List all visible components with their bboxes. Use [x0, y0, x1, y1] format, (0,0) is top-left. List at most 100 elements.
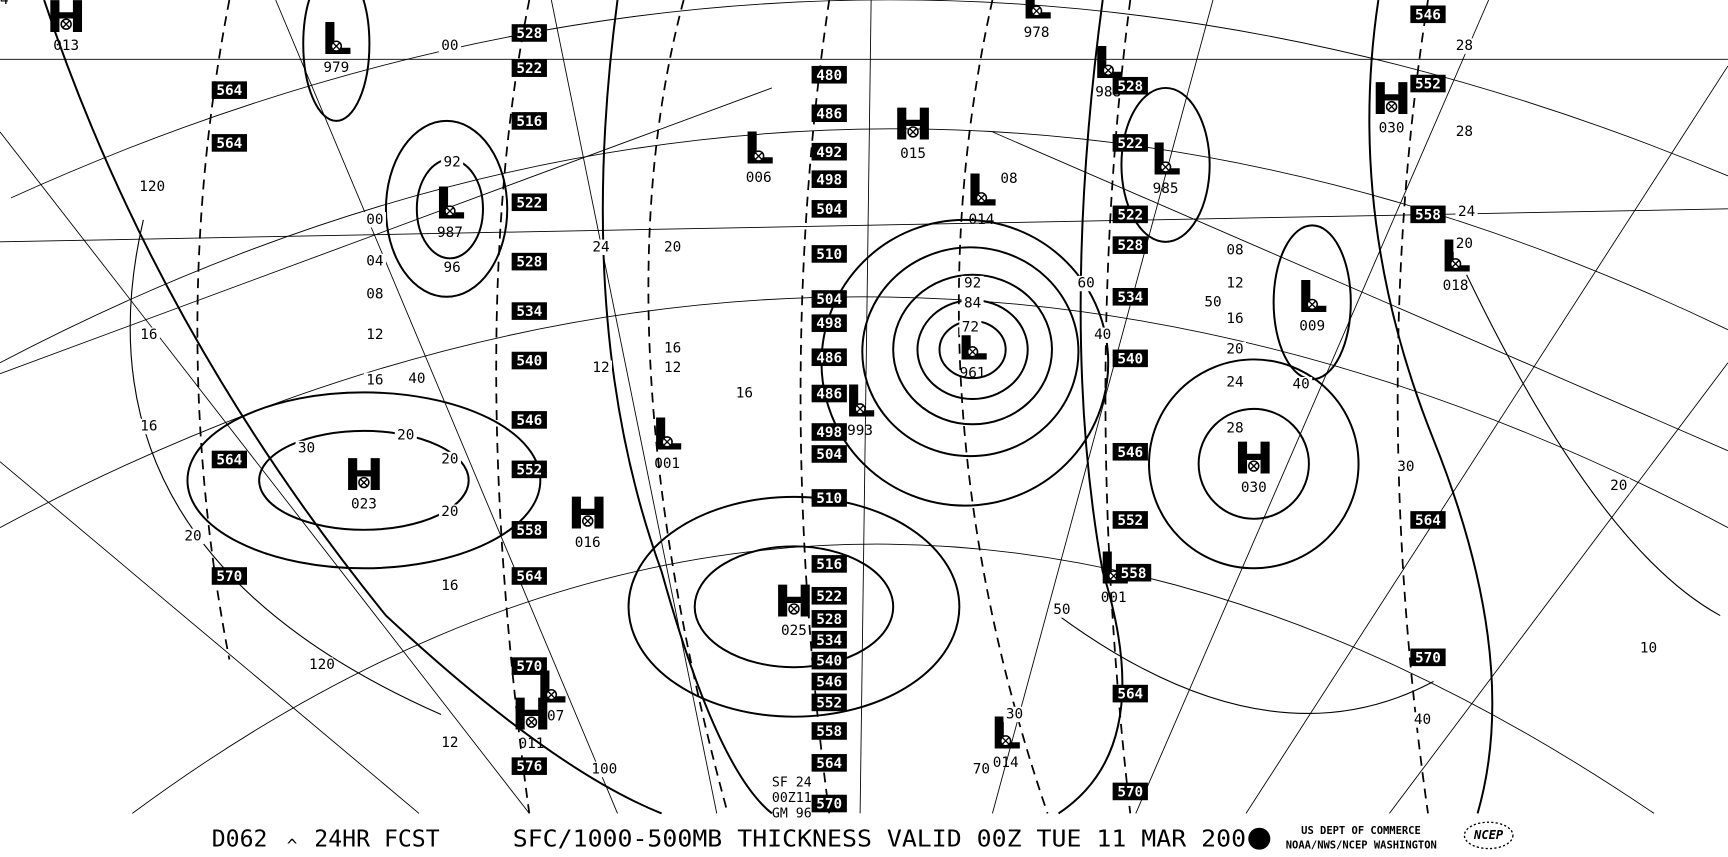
thickness-box	[811, 693, 847, 712]
center-cross	[446, 207, 454, 215]
contour-label: 08	[1226, 243, 1243, 259]
thickness-box	[811, 170, 847, 188]
thickness-box	[511, 567, 547, 585]
contour-label-bg	[997, 171, 1020, 187]
contour-label-bg	[1453, 236, 1476, 252]
contour-label: 40	[408, 371, 425, 387]
contour-label: 16	[664, 340, 681, 356]
thickness-label: 564	[216, 453, 242, 469]
thickness-label: 510	[816, 247, 842, 263]
stamp-line: SF 24	[772, 776, 812, 791]
center-letter: H	[893, 99, 934, 150]
contour-label: 16	[441, 578, 458, 594]
thickness-box	[511, 252, 547, 271]
thickness-label: 522	[816, 589, 842, 605]
thickness-label: 564	[216, 83, 242, 99]
thickness-box	[811, 142, 847, 161]
center-value: 978	[1024, 25, 1050, 41]
thickness-label: 546	[1117, 445, 1143, 461]
thickness-box	[1112, 782, 1148, 801]
contour-label-bg	[1455, 204, 1478, 220]
contour-label-bg	[441, 154, 464, 171]
center-cross	[527, 718, 536, 726]
thickness-label: 558	[816, 724, 842, 740]
contour-label: 20	[441, 451, 458, 467]
contour-label: 16	[1226, 311, 1243, 327]
thickness-box	[1112, 287, 1148, 306]
center-value: 006	[746, 170, 772, 186]
contour-label: 20	[1610, 478, 1627, 494]
contour-label-bg	[405, 371, 428, 387]
contour-label: 20	[184, 528, 201, 544]
thickness-label: 480	[816, 68, 842, 84]
contour-label: 10	[1640, 641, 1657, 657]
contour-label-bg	[593, 761, 616, 778]
thickness-label: 534	[816, 633, 842, 649]
contour-label: 20	[1456, 236, 1473, 252]
thickness-label: 498	[816, 425, 842, 441]
contour-label: 20	[664, 239, 681, 255]
thickness-box	[1112, 684, 1148, 703]
contour-label-bg	[1223, 341, 1247, 358]
contour-label: 20	[397, 427, 414, 443]
isotachs	[129, 219, 1721, 715]
center-value: 014	[993, 755, 1019, 771]
thickness-box	[811, 722, 847, 740]
center-value: 016	[575, 535, 601, 551]
footer-caret: ^	[287, 836, 298, 853]
contour-label: 00	[441, 38, 458, 54]
center-cross	[1308, 300, 1316, 309]
thickness-box	[511, 411, 547, 429]
contour-label-bg	[1075, 275, 1098, 292]
thickness-box	[1410, 511, 1446, 529]
thickness-box	[511, 193, 547, 212]
contour-label: 72	[962, 320, 979, 336]
contour-label-bg	[438, 578, 461, 594]
stamp-line: 00Z11	[772, 791, 812, 806]
thickness-label: 558	[1415, 207, 1441, 223]
thickness-label: 522	[516, 61, 542, 77]
thickness-box	[511, 657, 547, 675]
center-cross	[360, 478, 368, 487]
center-value: 979	[323, 60, 349, 76]
thickness-box	[811, 423, 847, 441]
thickness-label: 558	[516, 523, 542, 539]
center-cross	[909, 128, 917, 136]
thickness-label: 552	[1117, 513, 1143, 529]
center-letter: L	[321, 13, 352, 64]
contour-label-bg	[295, 440, 318, 457]
contour-label-bg	[661, 360, 684, 376]
center-value: 013	[53, 38, 79, 54]
thickness-box	[1115, 563, 1152, 582]
thickness-label: 558	[1121, 566, 1147, 582]
center-value: 001	[654, 456, 680, 472]
center-cross	[1451, 260, 1460, 268]
contour-label: 30	[1006, 706, 1023, 722]
center-cross	[856, 405, 864, 413]
thickness-label: 510	[816, 491, 842, 507]
thickness-box	[811, 245, 847, 263]
thickness-label: 564	[516, 569, 542, 585]
thickness-label: 528	[516, 255, 542, 271]
contour-label: 92	[964, 276, 981, 292]
contour-label: 20	[1226, 342, 1243, 358]
contour-label: 120	[139, 179, 165, 195]
contour-label: 00	[366, 212, 383, 228]
contour-label: 40	[1293, 377, 1310, 393]
contour-label: 30	[298, 440, 315, 456]
center-value: 014	[968, 212, 994, 228]
thickness-label: 564	[216, 136, 242, 152]
center-letter: L	[1297, 271, 1328, 322]
center-letter: L	[845, 376, 876, 427]
thickness-box	[811, 586, 847, 605]
contour-label-bg	[438, 451, 461, 468]
center-letter: H	[774, 576, 815, 627]
contour-label-bg	[961, 275, 984, 292]
thickness-box	[811, 672, 847, 691]
thickness-box	[511, 757, 547, 775]
contour-label: 60	[1078, 276, 1095, 292]
center-cross	[583, 517, 592, 525]
center-cross	[977, 194, 986, 202]
thickness-label: 576	[516, 759, 542, 775]
thickness-box	[811, 630, 847, 649]
